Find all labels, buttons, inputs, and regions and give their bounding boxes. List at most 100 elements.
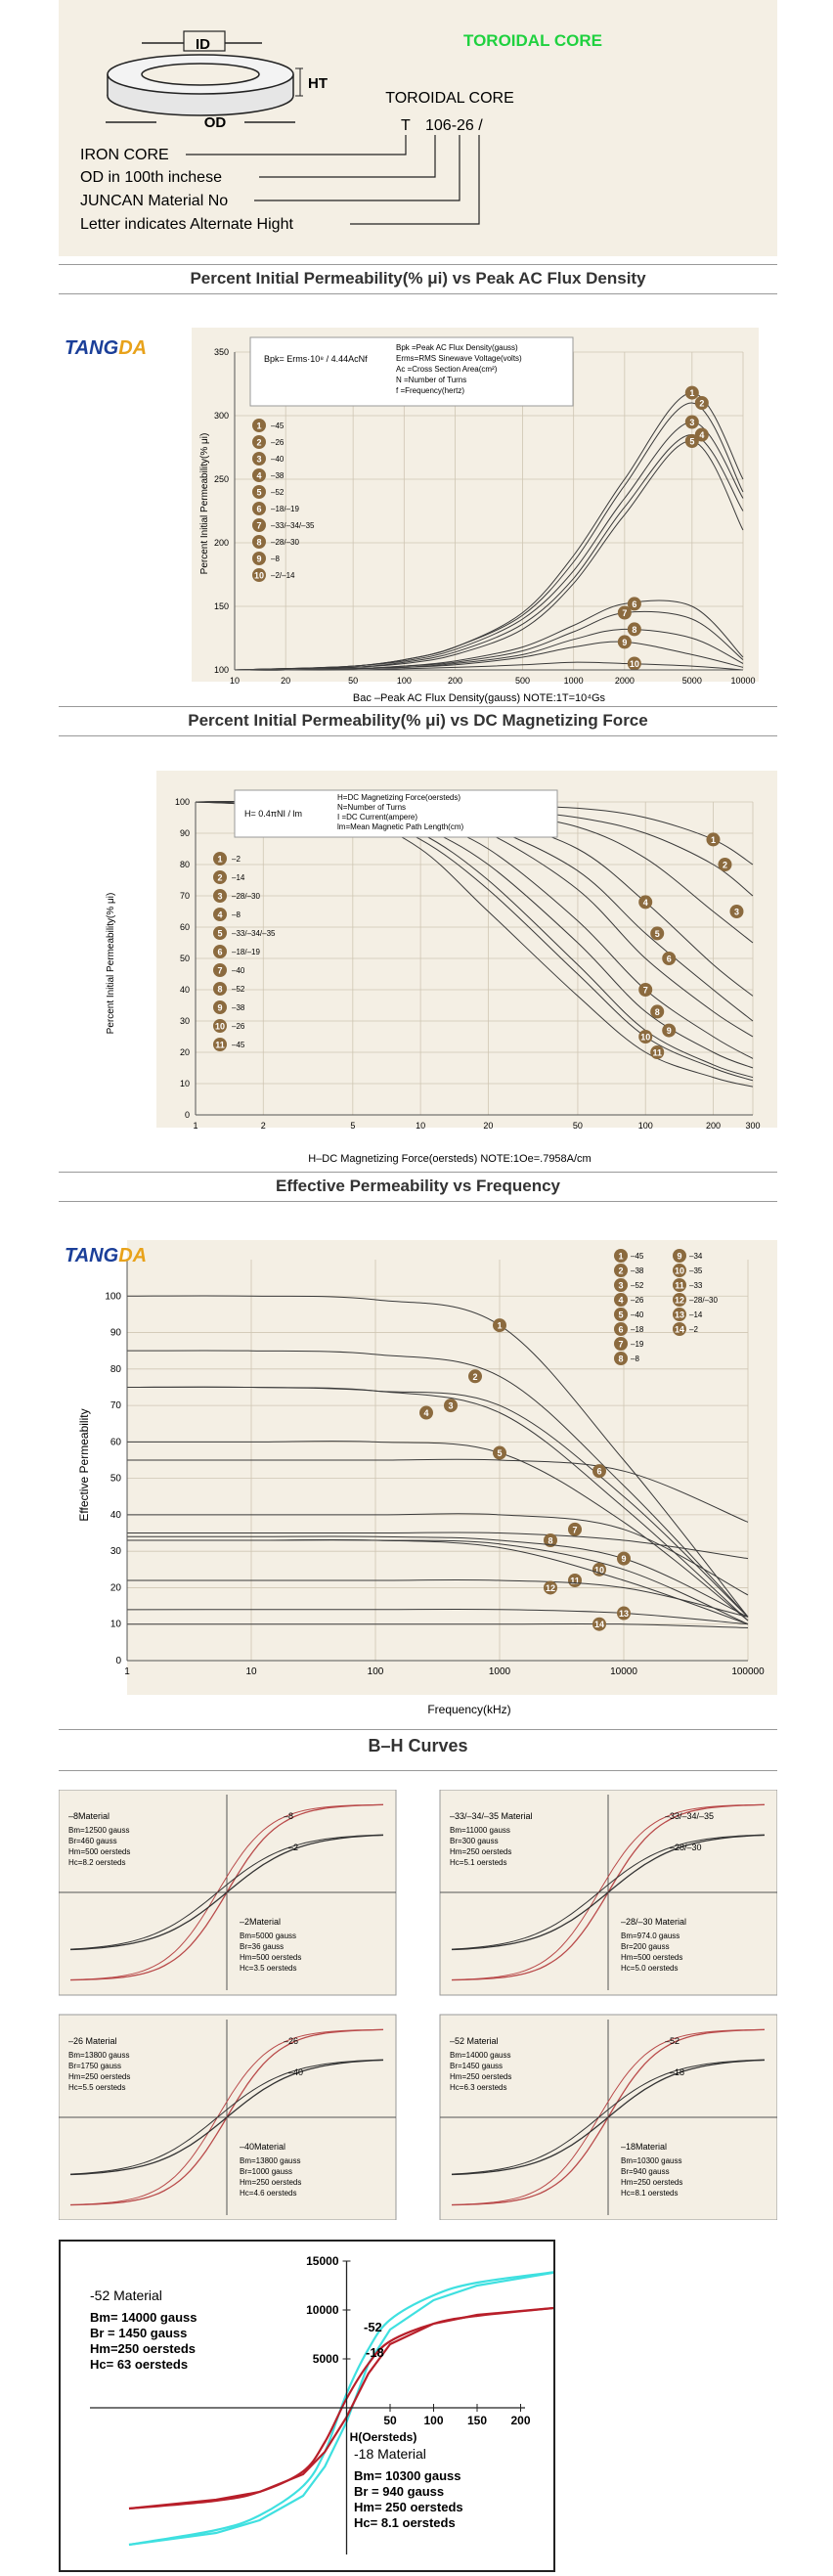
chart3-material-7: –19 (631, 1340, 644, 1349)
chart2-material-2: –14 (232, 873, 245, 882)
svg-text:14: 14 (594, 1620, 604, 1629)
divider (59, 1729, 777, 1730)
bh-mat2-name: –2Material (240, 1917, 281, 1927)
series-line-9 (234, 641, 744, 671)
svg-text:6: 6 (632, 600, 636, 609)
svg-text:3: 3 (734, 908, 739, 917)
big-bh-plot: 5010015020025050001000015000 -52 Materia… (90, 2254, 574, 2554)
y-tick-label: 150 (214, 601, 229, 611)
brand-logo: TANGDA (65, 337, 148, 359)
svg-text:11: 11 (675, 1281, 684, 1291)
bh-mat1-line: Bm=11000 gauss (450, 1826, 510, 1835)
bh-curve-2-return (69, 1834, 384, 1950)
chart1-legend-3: N =Number of Turns (396, 376, 466, 384)
series-marker-9: 9 (662, 1023, 677, 1038)
chart3-ylabel: Effective Permeability (77, 1408, 91, 1521)
big-mat2-line2: Hm= 250 oersteds (354, 2500, 463, 2514)
chart2-legend-box (234, 789, 558, 838)
series-line-14 (126, 1622, 749, 1628)
svg-text:2: 2 (472, 1372, 477, 1382)
series-marker-1: 1 (706, 832, 721, 847)
chart1-ylabel: Percent Initial Permeability(% μi) (199, 433, 210, 575)
toroidal-subtitle: TOROIDAL CORE (385, 90, 514, 107)
big-xlabel: H(Oersteds) (350, 2430, 417, 2444)
bh-mat2-name: –28/–30 Material (621, 1917, 686, 1927)
bh-mat2-line: Bm=13800 gauss (240, 2156, 301, 2165)
svg-text:9: 9 (677, 1252, 681, 1262)
toroidal-title: TOROIDAL CORE (463, 31, 602, 50)
chart3-legend-marker-9: 9 (673, 1249, 686, 1263)
bh-mat1-line: Hm=250 oersteds (68, 2072, 130, 2081)
bh-panel-4: –52 –18 –52 Material Bm=14000 gauss Br=1450 … (439, 2014, 778, 2221)
svg-text:9: 9 (667, 1026, 672, 1036)
chart2-material-11: –45 (232, 1041, 245, 1049)
bh-curve-1-return (69, 1803, 384, 1980)
chart1-legend-1: Erms=RMS Sinewave Voltage(volts) (396, 354, 522, 363)
svg-text:4: 4 (256, 471, 261, 481)
line-letter: Letter indicates Alternate Hight (80, 216, 293, 233)
chart2-legend-marker-7: 7 (213, 963, 227, 977)
bh-mat2-line: Hm=250 oersteds (240, 2178, 301, 2187)
bh-mat2-line: Br=940 gauss (621, 2167, 670, 2176)
bh-mat2-line: Bm=5000 gauss (240, 1932, 296, 1940)
svg-text:7: 7 (643, 986, 648, 996)
chart2-xlabel: H–DC Magnetizing Force(oersteds) NOTE:1O… (308, 1153, 591, 1165)
svg-text:9: 9 (621, 1554, 626, 1564)
y-tick-label: 0 (185, 1110, 190, 1120)
y-tick-label: 10000 (306, 2303, 339, 2317)
x-tick-label: 50 (348, 676, 358, 686)
svg-text:7: 7 (572, 1525, 577, 1534)
bh-mat1-name: –8Material (68, 1811, 110, 1821)
chart2-formula: H= 0.4πNI / lm (244, 809, 302, 819)
chart2-material-8: –52 (232, 985, 245, 994)
chart1-legend-4: f =Frequency(hertz) (396, 386, 464, 395)
chart1-legend-marker-6: 6 (252, 502, 266, 515)
svg-text:5: 5 (655, 929, 660, 939)
chart1-material-3: –40 (271, 455, 285, 464)
svg-text:7: 7 (217, 966, 222, 976)
chart3-material-10: –35 (689, 1266, 703, 1275)
bh-panel-1: –8 –2 –8Material Bm=12500 gauss Br=460 gauss… (58, 1789, 397, 1996)
x-tick-label: 1000 (564, 676, 584, 686)
svg-text:8: 8 (618, 1355, 623, 1364)
chart1-material-7: –33/–34/–35 (271, 521, 315, 530)
svg-text:11: 11 (570, 1577, 580, 1586)
chart1-legend-marker-3: 3 (252, 452, 266, 466)
svg-text:1: 1 (256, 422, 261, 431)
svg-text:8: 8 (655, 1007, 660, 1017)
chart2-legend-marker-1: 1 (213, 852, 227, 866)
svg-text:9: 9 (622, 638, 627, 647)
bh-mat2-line: Hm=500 oersteds (621, 1953, 682, 1962)
x-tick-label: 300 (745, 1121, 760, 1131)
chart1-material-2: –26 (271, 438, 285, 447)
series-line-4 (126, 1386, 749, 1621)
y-tick-label: 90 (180, 828, 190, 838)
chart3-legend-marker-13: 13 (673, 1308, 686, 1321)
y-tick-label: 30 (110, 1546, 122, 1557)
chart2-legend-marker-9: 9 (213, 1000, 227, 1014)
x-tick-label: 1 (193, 1121, 197, 1131)
x-tick-label: 50 (573, 1121, 583, 1131)
bh-curve-2 (69, 2059, 384, 2176)
line-od: OD in 100th inchese (80, 169, 222, 186)
svg-text:10: 10 (594, 1565, 604, 1575)
series-marker-3: 3 (684, 415, 699, 429)
series-marker-5: 5 (650, 926, 665, 941)
svg-text:7: 7 (622, 608, 627, 618)
big-mat1-line0: Bm= 14000 gauss (90, 2310, 197, 2325)
chart3-material-8: –8 (631, 1355, 639, 1363)
x-tick-label: 10000 (610, 1666, 637, 1677)
series-marker-6: 6 (627, 597, 641, 611)
chart2-legend-marker-2: 2 (213, 870, 227, 884)
x-tick-label: 1 (124, 1666, 130, 1677)
toroid-panel: ID HT OD TOROIDAL CORE TOROIDAL CORE T 1… (59, 0, 777, 256)
bh-mat2-line: Hc=8.1 oersteds (621, 2189, 678, 2198)
series-marker-10: 10 (627, 656, 641, 671)
svg-text:1: 1 (497, 1321, 502, 1331)
svg-text:8: 8 (217, 985, 222, 995)
series-marker-14: 14 (592, 1617, 606, 1631)
chart3-legend-marker-3: 3 (614, 1278, 628, 1292)
bh-panel-3: –26 –40 –26 Material Bm=13800 gauss Br=1750 … (58, 2014, 397, 2221)
chart1-legend-marker-9: 9 (252, 552, 266, 565)
chart1-material-1: –45 (271, 422, 285, 430)
